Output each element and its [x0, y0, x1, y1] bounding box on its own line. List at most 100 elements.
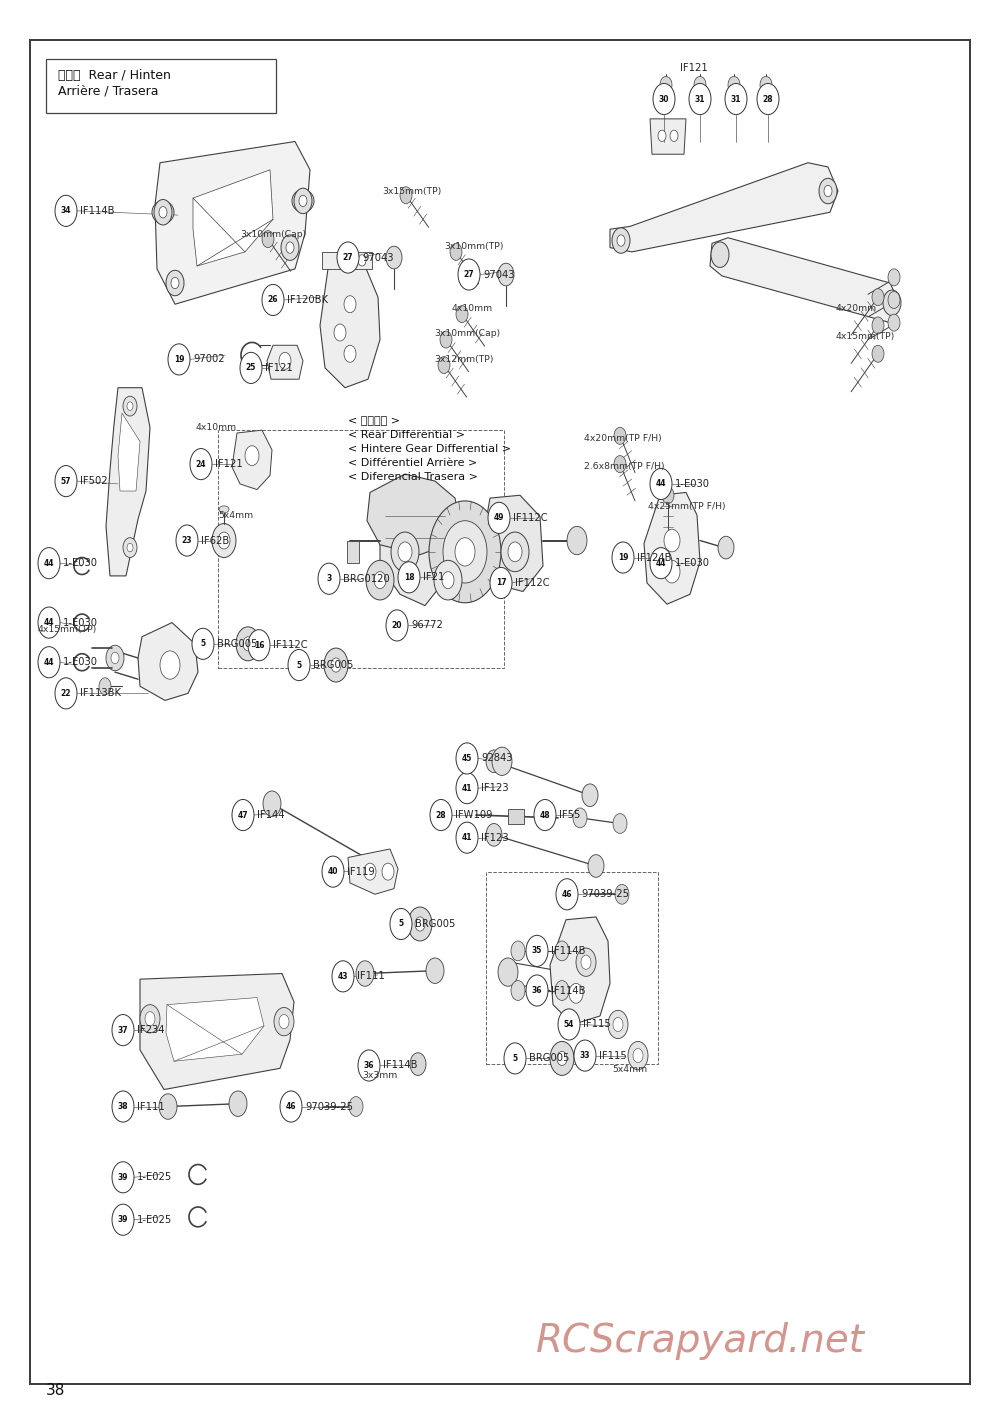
Circle shape [883, 290, 901, 316]
Text: 1-E030: 1-E030 [675, 558, 710, 569]
Circle shape [574, 1040, 596, 1071]
Text: BRG005: BRG005 [529, 1053, 569, 1064]
Text: RCScrapyard.net: RCScrapyard.net [536, 1323, 864, 1360]
Text: BRG005: BRG005 [313, 659, 353, 671]
Text: 57: 57 [61, 477, 71, 485]
Circle shape [382, 863, 394, 880]
Polygon shape [610, 163, 838, 252]
Circle shape [127, 543, 133, 552]
Text: リヤ／  Rear / Hinten
Arrière / Trasera: リヤ／ Rear / Hinten Arrière / Trasera [58, 69, 171, 98]
Circle shape [294, 188, 312, 214]
Text: 2.6x8mm(TP F/H): 2.6x8mm(TP F/H) [584, 463, 664, 471]
Circle shape [364, 863, 376, 880]
Bar [486, 872, 658, 1064]
Circle shape [366, 560, 394, 600]
Circle shape [286, 242, 294, 253]
Text: IF234: IF234 [137, 1024, 164, 1036]
Text: 19: 19 [174, 355, 184, 364]
Circle shape [567, 526, 587, 555]
Circle shape [400, 187, 412, 204]
Circle shape [613, 814, 627, 833]
Text: 1-E030: 1-E030 [63, 657, 98, 668]
Circle shape [550, 1041, 574, 1075]
Circle shape [99, 678, 111, 695]
Circle shape [824, 185, 832, 197]
Circle shape [582, 784, 598, 807]
Text: 97039-25: 97039-25 [581, 889, 629, 900]
Circle shape [263, 791, 281, 816]
Text: IF123: IF123 [481, 782, 509, 794]
Polygon shape [550, 917, 610, 1024]
Text: 97043: 97043 [483, 269, 514, 280]
Text: 16: 16 [254, 641, 264, 649]
Circle shape [872, 289, 884, 306]
Polygon shape [138, 623, 198, 700]
Circle shape [511, 941, 525, 961]
Circle shape [573, 808, 587, 828]
Text: IF113BK: IF113BK [80, 688, 121, 699]
Text: 4x15mm(TP): 4x15mm(TP) [38, 625, 97, 634]
Circle shape [358, 255, 366, 266]
Circle shape [511, 981, 525, 1000]
Circle shape [281, 235, 299, 260]
Text: 44: 44 [656, 480, 666, 488]
Polygon shape [320, 266, 380, 388]
Circle shape [371, 853, 389, 879]
Circle shape [344, 345, 356, 362]
Circle shape [613, 1017, 623, 1032]
Circle shape [245, 446, 259, 466]
Circle shape [486, 824, 502, 846]
Circle shape [501, 532, 529, 572]
Circle shape [711, 242, 729, 267]
Circle shape [236, 627, 260, 661]
Circle shape [38, 607, 60, 638]
Text: 36: 36 [364, 1061, 374, 1070]
Circle shape [455, 538, 475, 566]
Text: 39: 39 [118, 1215, 128, 1224]
Circle shape [588, 855, 604, 877]
Text: IF115: IF115 [583, 1019, 611, 1030]
Circle shape [504, 1043, 526, 1074]
Circle shape [374, 572, 386, 589]
Circle shape [243, 637, 253, 651]
Circle shape [299, 195, 307, 207]
Circle shape [171, 277, 179, 289]
Text: 46: 46 [286, 1102, 296, 1111]
Circle shape [456, 822, 478, 853]
Circle shape [192, 628, 214, 659]
Circle shape [664, 560, 680, 583]
Circle shape [488, 502, 510, 533]
Circle shape [888, 269, 900, 286]
Circle shape [168, 344, 190, 375]
Text: IF114B: IF114B [80, 205, 114, 216]
Circle shape [569, 983, 583, 1003]
Polygon shape [644, 492, 700, 604]
Text: IF121: IF121 [680, 62, 708, 74]
Circle shape [498, 263, 514, 286]
Text: BRG005: BRG005 [415, 918, 455, 930]
Polygon shape [348, 849, 398, 894]
Bar [322, 252, 372, 269]
Text: IF112C: IF112C [273, 640, 308, 651]
Text: 3: 3 [326, 574, 332, 583]
Circle shape [106, 645, 124, 671]
Text: 31: 31 [731, 95, 741, 103]
Text: IF124B: IF124B [637, 552, 672, 563]
Circle shape [612, 228, 630, 253]
Circle shape [490, 567, 512, 599]
Circle shape [556, 879, 578, 910]
Circle shape [212, 524, 236, 558]
Text: 3x10mm(TP): 3x10mm(TP) [444, 242, 503, 250]
Text: 44: 44 [44, 618, 54, 627]
Circle shape [658, 130, 666, 142]
Circle shape [660, 76, 672, 93]
Circle shape [819, 178, 837, 204]
Circle shape [558, 1009, 580, 1040]
Text: < リヤデフ >
< Rear Differential >
< Hintere Gear Differential >
< Différentiel Arri: < リヤデフ > < Rear Differential > < Hintere… [348, 416, 511, 483]
Circle shape [410, 1053, 426, 1075]
Circle shape [508, 542, 522, 562]
Text: 25: 25 [246, 364, 256, 372]
Text: IF144: IF144 [257, 809, 285, 821]
Text: 44: 44 [44, 559, 54, 567]
Circle shape [145, 1012, 155, 1026]
